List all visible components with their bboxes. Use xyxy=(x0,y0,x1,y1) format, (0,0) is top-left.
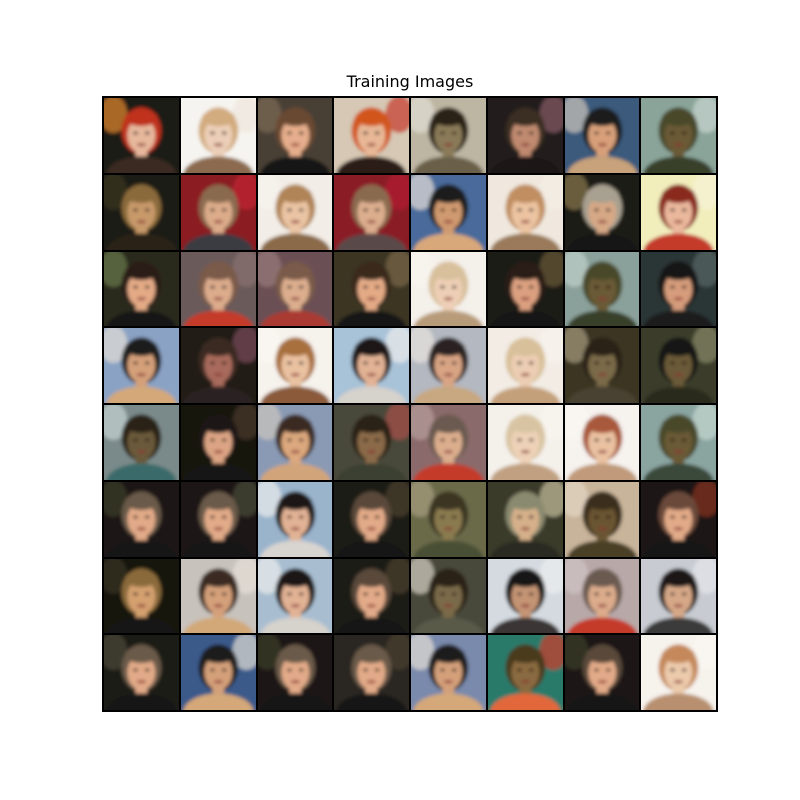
face-thumbnail-r8-c7 xyxy=(564,635,640,710)
face-thumbnail-r6-c4 xyxy=(334,481,409,557)
face-thumbnail-r8-c4 xyxy=(334,635,409,710)
face-thumbnail-r4-c2 xyxy=(180,328,256,403)
face-thumbnail-r2-c3 xyxy=(257,174,333,250)
face-thumbnail-r2-c5 xyxy=(411,174,486,250)
face-thumbnail-r7-c3 xyxy=(257,558,333,634)
face-thumbnail-r5-c2 xyxy=(180,405,256,480)
face-thumbnail-r4-c7 xyxy=(564,328,640,403)
face-thumbnail-r1-c6 xyxy=(487,98,563,173)
face-thumbnail-r5-c4 xyxy=(334,405,409,480)
face-thumbnail-r7-c5 xyxy=(411,558,486,634)
face-thumbnail-r1-c2 xyxy=(180,98,256,173)
face-thumbnail-r4-c8 xyxy=(641,328,716,403)
face-thumbnail-r4-c6 xyxy=(487,328,563,403)
face-thumbnail-r1-c5 xyxy=(411,98,486,173)
face-thumbnail-r7-c4 xyxy=(334,558,409,634)
face-thumbnail-r6-c8 xyxy=(641,481,716,557)
face-thumbnail-r6-c2 xyxy=(180,481,256,557)
face-thumbnail-r2-c8 xyxy=(641,174,716,250)
face-thumbnail-r6-c1 xyxy=(104,481,179,557)
face-thumbnail-r7-c7 xyxy=(564,558,640,634)
face-thumbnail-r4-c3 xyxy=(257,328,333,403)
face-thumbnail-r8-c6 xyxy=(487,635,563,710)
figure-title: Training Images xyxy=(346,72,474,91)
face-thumbnail-r7-c6 xyxy=(487,558,563,634)
face-thumbnail-r5-c7 xyxy=(564,405,640,480)
face-thumbnail-r2-c7 xyxy=(564,174,640,250)
face-thumbnail-r8-c1 xyxy=(104,635,179,710)
face-thumbnail-r8-c8 xyxy=(641,635,716,710)
face-thumbnail-r3-c6 xyxy=(487,251,563,327)
face-thumbnail-r3-c8 xyxy=(641,251,716,327)
face-thumbnail-r2-c2 xyxy=(180,174,256,250)
face-thumbnail-r7-c8 xyxy=(641,558,716,634)
face-thumbnail-r2-c1 xyxy=(104,174,179,250)
face-thumbnail-r5-c1 xyxy=(104,405,179,480)
face-thumbnail-r1-c8 xyxy=(641,98,716,173)
face-thumbnail-r3-c1 xyxy=(104,251,179,327)
face-thumbnail-r4-c1 xyxy=(104,328,179,403)
face-thumbnail-r8-c2 xyxy=(180,635,256,710)
face-thumbnail-r8-c5 xyxy=(411,635,486,710)
face-thumbnail-r3-c5 xyxy=(411,251,486,327)
face-thumbnail-r4-c4 xyxy=(334,328,409,403)
face-thumbnail-r5-c8 xyxy=(641,405,716,480)
face-thumbnail-r8-c3 xyxy=(257,635,333,710)
image-grid xyxy=(102,96,718,712)
face-thumbnail-r1-c1 xyxy=(104,98,179,173)
face-thumbnail-r3-c3 xyxy=(257,251,333,327)
face-thumbnail-r1-c3 xyxy=(257,98,333,173)
face-thumbnail-r2-c6 xyxy=(487,174,563,250)
face-thumbnail-r6-c6 xyxy=(487,481,563,557)
face-thumbnail-r3-c7 xyxy=(564,251,640,327)
face-thumbnail-r1-c4 xyxy=(334,98,409,173)
face-thumbnail-r4-c5 xyxy=(411,328,486,403)
face-thumbnail-r2-c4 xyxy=(334,174,409,250)
face-thumbnail-r7-c1 xyxy=(104,558,179,634)
face-thumbnail-r6-c5 xyxy=(411,481,486,557)
face-thumbnail-r3-c4 xyxy=(334,251,409,327)
face-thumbnail-r3-c2 xyxy=(180,251,256,327)
face-thumbnail-r6-c7 xyxy=(564,481,640,557)
face-thumbnail-r1-c7 xyxy=(564,98,640,173)
face-thumbnail-r5-c3 xyxy=(257,405,333,480)
face-thumbnail-r5-c6 xyxy=(487,405,563,480)
face-thumbnail-r5-c5 xyxy=(411,405,486,480)
face-thumbnail-r6-c3 xyxy=(257,481,333,557)
face-thumbnail-r7-c2 xyxy=(180,558,256,634)
